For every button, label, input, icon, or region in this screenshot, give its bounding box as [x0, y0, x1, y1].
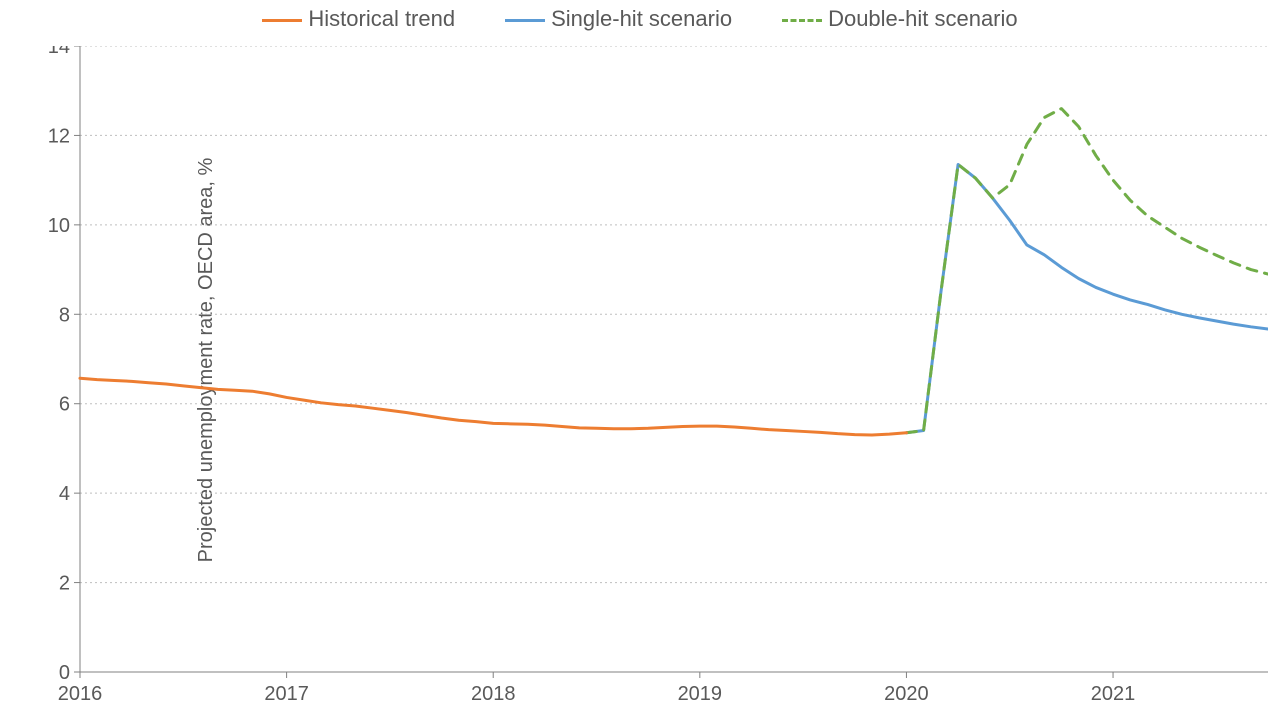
legend-label-single: Single-hit scenario — [551, 6, 732, 32]
svg-text:0: 0 — [59, 662, 70, 684]
chart-svg: 0 2 4 6 8 10 12 14 2016 2017 2018 2019 2020 2021 — [46, 46, 1268, 712]
svg-text:10: 10 — [48, 215, 70, 237]
gridlines — [80, 46, 1268, 583]
unemployment-chart: Historical trend Single-hit scenario Doubl… — [0, 0, 1280, 720]
svg-text:2016: 2016 — [58, 683, 103, 705]
legend: Historical trend Single-hit scenario Doubl… — [0, 6, 1280, 32]
svg-text:2018: 2018 — [471, 683, 516, 705]
svg-text:2021: 2021 — [1091, 683, 1136, 705]
y-axis: 0 2 4 6 8 10 12 14 — [48, 46, 80, 684]
plot-area: 0 2 4 6 8 10 12 14 2016 2017 2018 2019 2020 2021 — [46, 46, 1268, 712]
legend-item-double: Double-hit scenario — [782, 6, 1018, 32]
svg-text:6: 6 — [59, 394, 70, 416]
svg-text:2020: 2020 — [884, 683, 929, 705]
svg-text:2: 2 — [59, 573, 70, 595]
svg-text:12: 12 — [48, 125, 70, 147]
x-axis: 2016 2017 2018 2019 2020 2021 — [58, 672, 1268, 705]
svg-text:4: 4 — [59, 483, 70, 505]
legend-label-double: Double-hit scenario — [828, 6, 1018, 32]
legend-item-single: Single-hit scenario — [505, 6, 732, 32]
legend-label-historical: Historical trend — [308, 6, 455, 32]
svg-text:14: 14 — [48, 46, 70, 58]
data-series — [80, 109, 1268, 435]
svg-text:2019: 2019 — [678, 683, 723, 705]
svg-text:8: 8 — [59, 304, 70, 326]
svg-text:2017: 2017 — [264, 683, 309, 705]
legend-item-historical: Historical trend — [262, 6, 455, 32]
